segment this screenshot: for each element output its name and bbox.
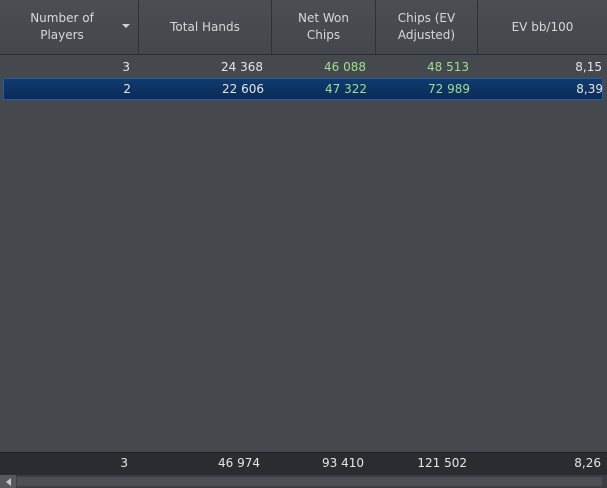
cell-ev-bb100: 8,15 [575,60,602,74]
cell-players: 2 [123,82,131,96]
total-ev-adjusted: 121 502 [417,456,467,470]
scroll-left-button[interactable] [0,475,16,488]
column-header-number-of-players[interactable]: Number of Players [0,0,139,54]
cell-net-won: 46 088 [324,60,366,74]
cell-total-hands: 24 368 [221,60,263,74]
column-header-net-won-chips[interactable]: Net Won Chips [272,0,376,54]
cell-total-hands: 22 606 [222,82,264,96]
grid-body: 3 24 368 46 088 48 513 8,15 2 22 606 47 … [0,55,607,452]
column-header-label: Number of Players [30,11,94,42]
cell-ev-bb100: 8,39 [576,82,603,96]
column-header-label: Chips (EV Adjusted) [397,11,456,42]
column-header-label: Total Hands [170,19,240,34]
cell-players: 3 [122,60,130,74]
scroll-left-arrow-icon [5,477,11,486]
total-players: 3 [120,456,128,470]
total-net-won: 93 410 [322,456,364,470]
horizontal-scrollbar[interactable] [0,474,607,488]
table-row-selected[interactable]: 2 22 606 47 322 72 989 8,39 [3,78,603,100]
column-header-label: Net Won Chips [298,11,349,42]
sort-descending-icon[interactable] [122,24,130,28]
total-ev-bb100: 8,26 [574,456,601,470]
cell-net-won: 47 322 [325,82,367,96]
column-header-total-hands[interactable]: Total Hands [139,0,272,54]
scrollbar-thumb[interactable] [17,477,602,486]
cell-ev-adjusted: 72 989 [428,82,470,96]
column-header-chips-ev-adjusted[interactable]: Chips (EV Adjusted) [376,0,478,54]
total-hands: 46 974 [218,456,260,470]
column-header-label: EV bb/100 [511,19,574,34]
column-header-ev-bb100[interactable]: EV bb/100 [478,0,607,54]
totals-row: 3 46 974 93 410 121 502 8,26 [0,452,607,474]
table-row[interactable]: 3 24 368 46 088 48 513 8,15 [0,56,607,78]
grid-header: Number of Players Total Hands Net Won Ch… [0,0,607,55]
cell-ev-adjusted: 48 513 [427,60,469,74]
